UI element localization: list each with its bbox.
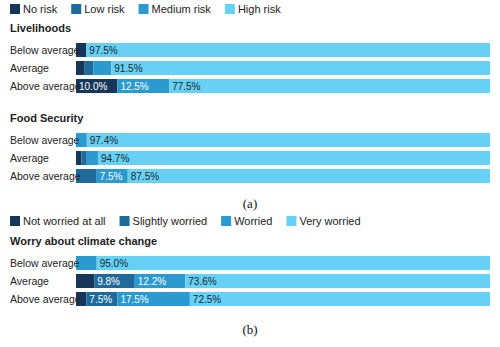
data-label: 12.5% — [120, 81, 148, 92]
bar-segment — [94, 274, 135, 288]
data-label: 12.2% — [138, 276, 166, 287]
bar-segment — [76, 61, 85, 75]
legend-label: Slightly worried — [133, 215, 208, 227]
legend-swatch — [71, 4, 81, 14]
bar-segment — [190, 292, 490, 306]
category-label: Average — [10, 275, 49, 287]
bar-segment — [93, 61, 111, 75]
bar-segment — [87, 151, 98, 165]
legend-swatch — [10, 4, 20, 14]
legend-label: Medium risk — [152, 3, 212, 15]
bar-segment — [111, 61, 490, 75]
legend-label: Low risk — [84, 3, 125, 15]
category-label: Average — [10, 152, 49, 164]
category-label: Average — [10, 62, 49, 74]
legend-label: No risk — [23, 3, 58, 15]
bar-segment — [76, 274, 94, 288]
legend-label: Very worried — [299, 215, 360, 227]
data-label: 91.5% — [114, 63, 142, 74]
legend-swatch — [225, 4, 235, 14]
data-label: 73.6% — [188, 276, 216, 287]
category-label: Below average — [10, 44, 80, 56]
bar-segment — [81, 151, 86, 165]
bar-segment — [87, 133, 490, 147]
bar-segment — [169, 79, 490, 93]
data-label: 72.5% — [193, 294, 221, 305]
bar-segment — [98, 151, 490, 165]
legend-swatch — [286, 216, 296, 226]
legend-swatch — [10, 216, 20, 226]
legend-label: Not worried at all — [23, 215, 106, 227]
bar-segment — [76, 151, 81, 165]
legend-label: High risk — [238, 3, 281, 15]
bar-segment — [117, 79, 169, 93]
data-label: 94.7% — [101, 153, 129, 164]
panel-caption: (a) — [243, 196, 257, 211]
category-label: Below average — [10, 257, 80, 269]
data-label: 10.0% — [79, 81, 107, 92]
bar-segment — [76, 79, 117, 93]
data-label: 7.5% — [100, 171, 123, 182]
plot-area — [76, 43, 490, 183]
legend-swatch — [120, 216, 130, 226]
bar-segment — [128, 169, 490, 183]
group-heading: Livelihoods — [10, 22, 71, 34]
bar-segment — [117, 292, 189, 306]
bar-segment — [86, 292, 117, 306]
bar-segment — [135, 274, 186, 288]
category-label: Below average — [10, 134, 80, 146]
bar-segment — [85, 61, 94, 75]
category-label: Above average — [10, 293, 81, 305]
data-label: 7.5% — [89, 294, 112, 305]
bar-segment — [97, 256, 490, 270]
plot-area — [76, 256, 490, 306]
bar-segment — [86, 43, 490, 57]
figure: No risk Low risk Medium risk High risk Livel… — [0, 0, 500, 347]
bar-segment — [185, 274, 490, 288]
panel-caption: (b) — [242, 322, 257, 337]
legend-swatch — [221, 216, 231, 226]
data-label: 87.5% — [131, 171, 159, 182]
group-heading: Worry about climate change — [10, 235, 157, 247]
data-label: 17.5% — [120, 294, 148, 305]
category-label: Above average — [10, 80, 81, 92]
data-label: 9.8% — [97, 276, 120, 287]
group-heading: Food Security — [10, 112, 84, 124]
legend-swatch — [139, 4, 149, 14]
data-label: 77.5% — [172, 81, 200, 92]
legend-label: Worried — [234, 215, 272, 227]
data-label: 97.5% — [89, 45, 117, 56]
data-label: 97.4% — [90, 135, 118, 146]
category-label: Above average — [10, 170, 81, 182]
bar-segment — [97, 169, 128, 183]
data-label: 95.0% — [100, 258, 128, 269]
